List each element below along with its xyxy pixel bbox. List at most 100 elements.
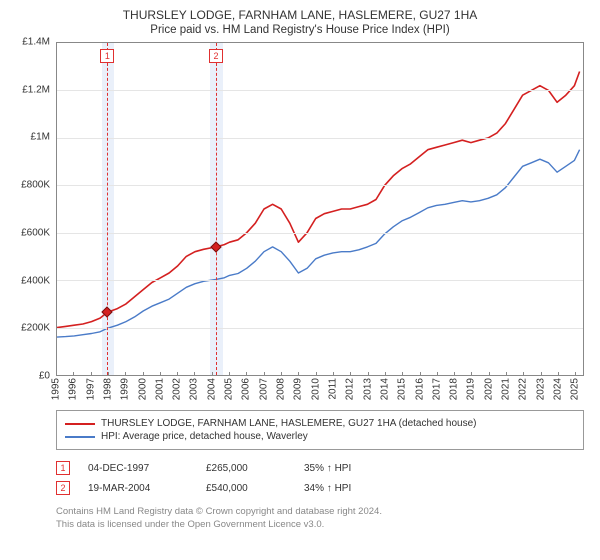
x-tick-label: 1998 bbox=[102, 378, 113, 400]
x-tick-label: 2022 bbox=[518, 378, 529, 400]
subtitle: Price paid vs. HM Land Registry's House … bbox=[10, 24, 590, 36]
transaction-change: 34% ↑ HPI bbox=[304, 483, 404, 494]
x-tick-label: 2025 bbox=[570, 378, 581, 400]
legend-item: THURSLEY LODGE, FARNHAM LANE, HASLEMERE,… bbox=[65, 417, 575, 430]
x-tick-mark bbox=[506, 372, 507, 376]
x-tick-mark bbox=[385, 372, 386, 376]
x-tick-mark bbox=[125, 372, 126, 376]
gridline bbox=[57, 185, 583, 186]
x-tick-label: 2002 bbox=[172, 378, 183, 400]
y-tick-label: £200K bbox=[21, 323, 50, 334]
x-axis: 1995199619971998199920002001200220032004… bbox=[56, 376, 584, 402]
x-tick-label: 2021 bbox=[501, 378, 512, 400]
footnote-line: This data is licensed under the Open Gov… bbox=[56, 519, 584, 532]
transaction-price: £540,000 bbox=[206, 483, 286, 494]
x-tick-label: 2005 bbox=[224, 378, 235, 400]
x-tick-label: 2015 bbox=[397, 378, 408, 400]
x-tick-label: 2009 bbox=[293, 378, 304, 400]
y-tick-label: £800K bbox=[21, 180, 50, 191]
legend-label: HPI: Average price, detached house, Wave… bbox=[101, 431, 308, 442]
x-tick-label: 2016 bbox=[414, 378, 425, 400]
legend-swatch bbox=[65, 423, 95, 425]
legend-swatch bbox=[65, 436, 95, 438]
x-tick-mark bbox=[558, 372, 559, 376]
x-tick-label: 2006 bbox=[241, 378, 252, 400]
transaction-date: 04-DEC-1997 bbox=[88, 463, 188, 474]
x-tick-mark bbox=[489, 372, 490, 376]
x-tick-mark bbox=[420, 372, 421, 376]
footnote: Contains HM Land Registry data © Crown c… bbox=[56, 506, 584, 532]
x-tick-label: 2013 bbox=[362, 378, 373, 400]
transaction-marker-label: 2 bbox=[56, 481, 70, 495]
x-tick-mark bbox=[212, 372, 213, 376]
x-tick-mark bbox=[246, 372, 247, 376]
x-tick-mark bbox=[177, 372, 178, 376]
legend-label: THURSLEY LODGE, FARNHAM LANE, HASLEMERE,… bbox=[101, 418, 477, 429]
y-tick-label: £0 bbox=[39, 371, 50, 382]
x-tick-label: 1996 bbox=[68, 378, 79, 400]
event-line bbox=[107, 43, 108, 375]
transaction-row: 2 19-MAR-2004 £540,000 34% ↑ HPI bbox=[56, 478, 584, 498]
x-tick-label: 2020 bbox=[483, 378, 494, 400]
x-tick-mark bbox=[143, 372, 144, 376]
chart-svg bbox=[57, 43, 583, 375]
x-tick-label: 2024 bbox=[553, 378, 564, 400]
series-hpi bbox=[57, 150, 580, 337]
x-tick-label: 2012 bbox=[345, 378, 356, 400]
transaction-marker-label: 1 bbox=[56, 461, 70, 475]
event-marker-label: 2 bbox=[209, 49, 223, 63]
x-tick-label: 2003 bbox=[189, 378, 200, 400]
y-tick-label: £1M bbox=[31, 132, 50, 143]
transaction-table: 1 04-DEC-1997 £265,000 35% ↑ HPI 2 19-MAR-200… bbox=[56, 458, 584, 498]
x-tick-label: 2011 bbox=[327, 378, 338, 400]
x-tick-label: 2019 bbox=[466, 378, 477, 400]
chart: £0£200K£400K£600K£800K£1M£1.2M£1.4M 12 1… bbox=[10, 42, 590, 402]
x-tick-mark bbox=[471, 372, 472, 376]
x-tick-mark bbox=[91, 372, 92, 376]
event-marker-label: 1 bbox=[100, 49, 114, 63]
x-tick-mark bbox=[229, 372, 230, 376]
x-tick-label: 2008 bbox=[276, 378, 287, 400]
x-tick-mark bbox=[56, 372, 57, 376]
gridline bbox=[57, 328, 583, 329]
legend: THURSLEY LODGE, FARNHAM LANE, HASLEMERE,… bbox=[56, 410, 584, 450]
x-tick-label: 2014 bbox=[379, 378, 390, 400]
y-tick-label: £1.4M bbox=[22, 37, 50, 48]
y-axis: £0£200K£400K£600K£800K£1M£1.2M£1.4M bbox=[10, 42, 54, 376]
x-tick-label: 2010 bbox=[310, 378, 321, 400]
x-tick-label: 1997 bbox=[85, 378, 96, 400]
transaction-date: 19-MAR-2004 bbox=[88, 483, 188, 494]
x-tick-mark bbox=[316, 372, 317, 376]
transaction-price: £265,000 bbox=[206, 463, 286, 474]
legend-item: HPI: Average price, detached house, Wave… bbox=[65, 430, 575, 443]
x-tick-label: 2007 bbox=[258, 378, 269, 400]
x-tick-label: 2023 bbox=[535, 378, 546, 400]
title: THURSLEY LODGE, FARNHAM LANE, HASLEMERE,… bbox=[10, 8, 590, 22]
x-tick-label: 2018 bbox=[449, 378, 460, 400]
x-tick-mark bbox=[350, 372, 351, 376]
gridline bbox=[57, 138, 583, 139]
x-tick-label: 2017 bbox=[431, 378, 442, 400]
x-tick-mark bbox=[523, 372, 524, 376]
y-tick-label: £400K bbox=[21, 275, 50, 286]
x-tick-mark bbox=[437, 372, 438, 376]
footnote-line: Contains HM Land Registry data © Crown c… bbox=[56, 506, 584, 519]
gridline bbox=[57, 90, 583, 91]
x-tick-mark bbox=[541, 372, 542, 376]
x-tick-label: 1999 bbox=[120, 378, 131, 400]
gridline bbox=[57, 233, 583, 234]
x-tick-label: 1995 bbox=[51, 378, 62, 400]
gridline bbox=[57, 280, 583, 281]
x-tick-mark bbox=[281, 372, 282, 376]
x-tick-mark bbox=[298, 372, 299, 376]
x-tick-mark bbox=[575, 372, 576, 376]
x-tick-label: 2001 bbox=[154, 378, 165, 400]
y-tick-label: £600K bbox=[21, 227, 50, 238]
x-tick-mark bbox=[73, 372, 74, 376]
figure: THURSLEY LODGE, FARNHAM LANE, HASLEMERE,… bbox=[0, 0, 600, 560]
x-tick-mark bbox=[333, 372, 334, 376]
series-property bbox=[57, 72, 580, 328]
y-tick-label: £1.2M bbox=[22, 84, 50, 95]
transaction-change: 35% ↑ HPI bbox=[304, 463, 404, 474]
x-tick-label: 2004 bbox=[206, 378, 217, 400]
